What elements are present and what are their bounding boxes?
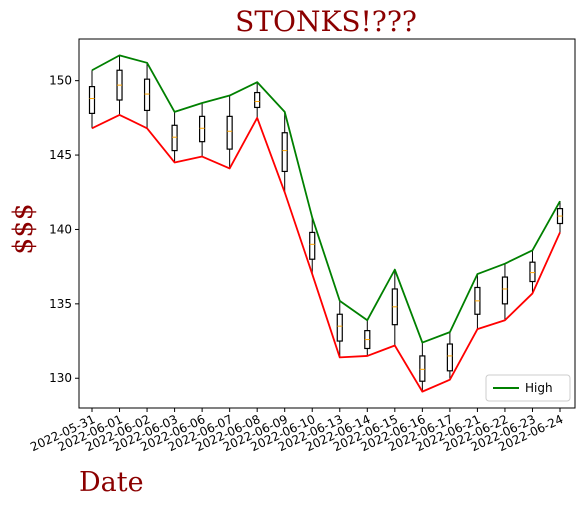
box (501, 276, 509, 305)
x-axis-label: Date (79, 467, 144, 498)
box (171, 124, 178, 152)
box (199, 115, 206, 143)
plot-area: 1301351401451502022-05-312022-06-012022-… (28, 38, 576, 454)
series-high-line (91, 54, 561, 344)
y-tick-label: 135 (49, 297, 72, 311)
box (254, 91, 261, 109)
legend-label-high: High (525, 381, 553, 395)
legend: High (485, 374, 571, 402)
box (88, 86, 96, 114)
y-tick-label: 140 (49, 222, 72, 236)
y-axis-label: $$$ (8, 203, 39, 255)
series-low-line (91, 113, 561, 393)
box (419, 355, 426, 382)
chart-title: STONKS!??? (235, 5, 417, 38)
y-tick-label: 150 (49, 74, 72, 88)
box (446, 343, 453, 372)
box (336, 313, 343, 342)
y-tick-label: 145 (49, 148, 72, 162)
box (309, 231, 316, 260)
box (143, 78, 151, 112)
plot-frame (78, 38, 576, 409)
box (226, 115, 233, 150)
legend-box (485, 374, 571, 402)
box (281, 132, 288, 173)
y-tick-label: 130 (49, 371, 72, 385)
box (529, 261, 536, 283)
